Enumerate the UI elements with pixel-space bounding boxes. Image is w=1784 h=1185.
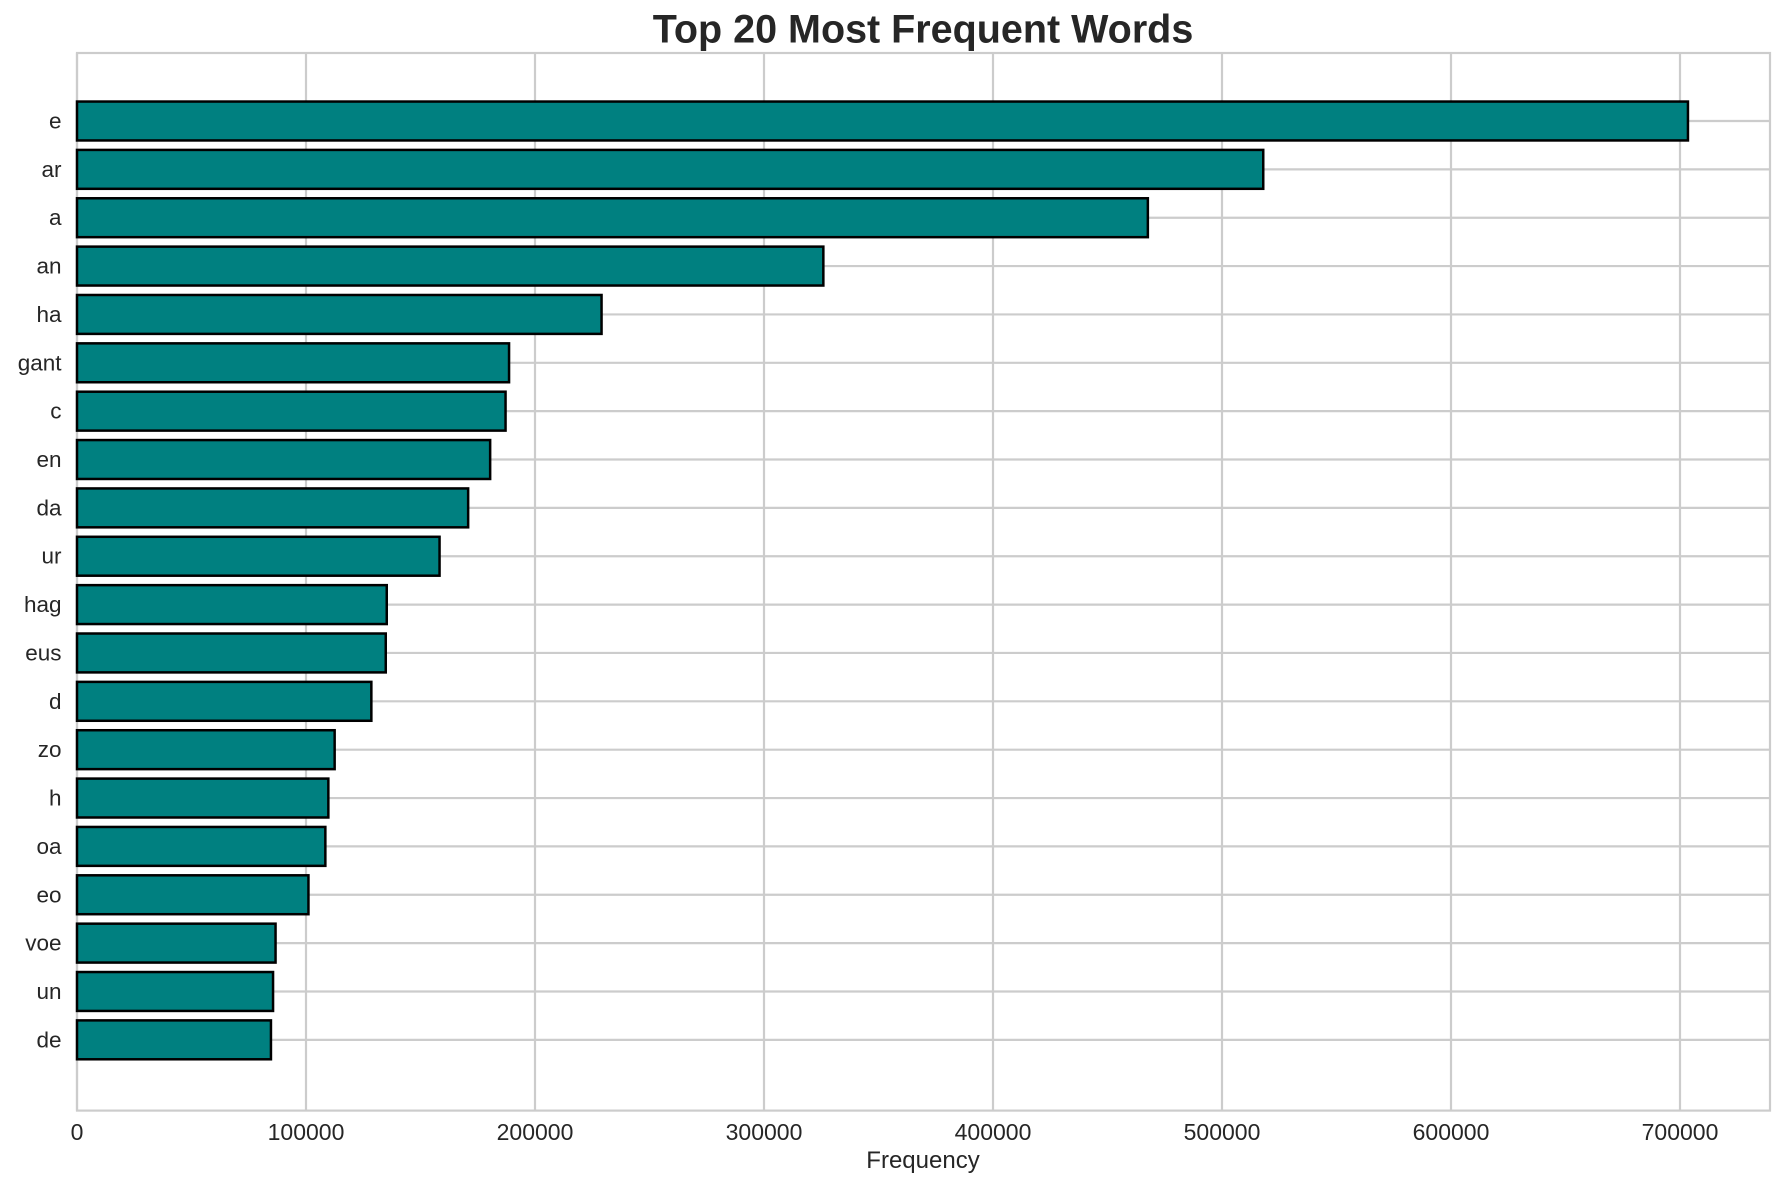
svg-text:da: da [36,495,62,520]
svg-text:h: h [49,786,62,811]
svg-text:300000: 300000 [726,1119,803,1145]
svg-text:zo: zo [38,737,62,762]
svg-text:500000: 500000 [1184,1119,1261,1145]
svg-text:e: e [49,109,62,134]
svg-text:ha: ha [36,302,62,327]
svg-text:hag: hag [24,592,62,617]
svg-text:600000: 600000 [1413,1119,1490,1145]
svg-text:ar: ar [41,157,62,182]
svg-text:200000: 200000 [497,1119,574,1145]
svg-text:a: a [49,205,62,230]
svg-text:voe: voe [25,931,61,956]
svg-text:c: c [50,399,61,424]
svg-text:ur: ur [41,544,62,569]
svg-text:400000: 400000 [955,1119,1032,1145]
svg-text:100000: 100000 [268,1119,345,1145]
svg-text:en: en [36,447,61,472]
svg-text:gant: gant [18,350,63,375]
svg-text:de: de [36,1027,61,1052]
svg-text:Frequency: Frequency [866,1147,979,1174]
svg-text:an: an [36,254,61,279]
svg-text:0: 0 [71,1119,84,1145]
svg-text:700000: 700000 [1642,1119,1719,1145]
svg-text:eus: eus [25,640,61,665]
svg-text:oa: oa [36,834,62,859]
svg-text:eo: eo [36,882,61,907]
svg-text:d: d [49,689,62,714]
svg-text:Top 20 Most Frequent Words: Top 20 Most Frequent Words [653,8,1194,52]
svg-text:un: un [36,979,61,1004]
